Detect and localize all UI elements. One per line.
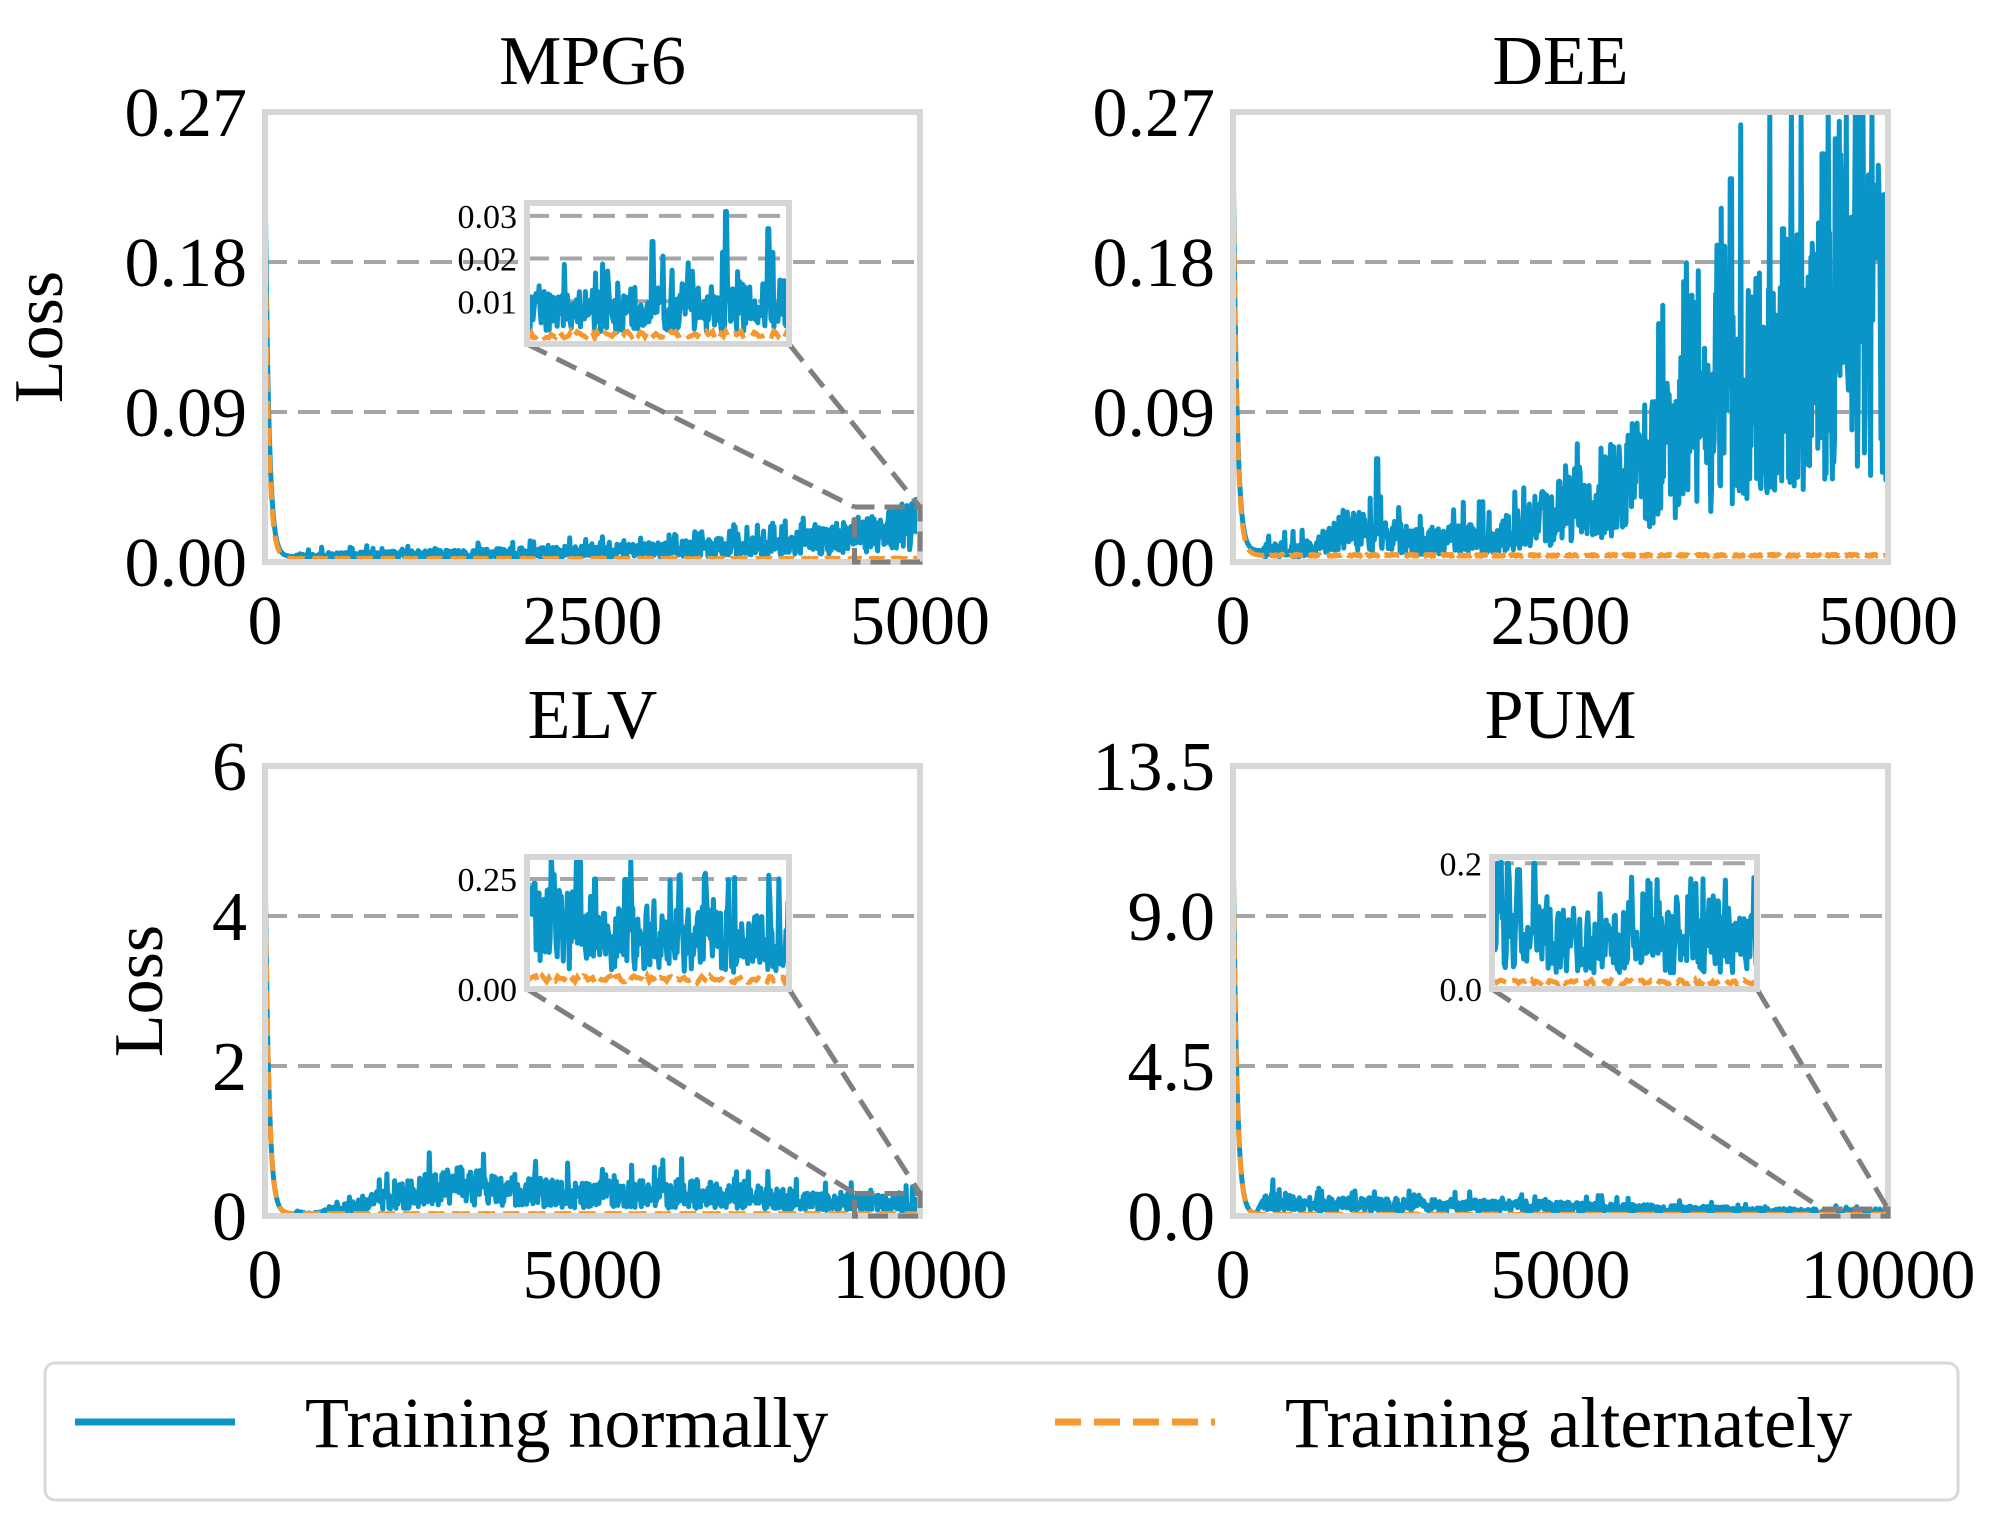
y-tick-label: 13.5	[1093, 729, 1216, 806]
zoom-connector-line	[1754, 987, 1891, 1211]
legend-normal-label: Training normally	[305, 1383, 828, 1463]
inset-plot-area	[1492, 859, 1757, 989]
inset-series-normal-line	[527, 857, 789, 975]
x-tick-label: 5000	[850, 583, 990, 660]
y-tick-label: 6	[212, 729, 247, 806]
zoom-connector-line	[525, 986, 856, 1196]
inset-y-tick-label: 0.25	[458, 862, 518, 899]
inset-y-tick-label: 0.03	[458, 199, 518, 236]
plot-area	[1233, 111, 1888, 560]
legend-frame	[43, 1361, 1960, 1502]
inset-series-alternate-line	[1492, 974, 1757, 989]
zoom-region-box	[1820, 1206, 1891, 1219]
y-tick-label: 0.27	[125, 75, 248, 152]
x-tick-label: 10000	[833, 1237, 1008, 1314]
y-axis-label: Loss	[101, 925, 178, 1057]
y-tick-label: 9.0	[1128, 879, 1216, 956]
legend: Training normally Training alternately	[43, 1361, 1960, 1502]
y-tick-label: 0.00	[125, 525, 248, 602]
chart-title: PUM	[1485, 677, 1637, 754]
y-axis-label: Loss	[1, 271, 78, 403]
x-tick-label: 2500	[523, 583, 663, 660]
y-tick-label: 4	[212, 879, 247, 956]
series-normal-line	[1233, 822, 1888, 1216]
y-tick-label: 2	[212, 1029, 247, 1106]
series-normal-line	[265, 161, 920, 562]
inset-y-tick-label: 0.2	[1440, 846, 1483, 883]
y-tick-label: 0.00	[1093, 525, 1216, 602]
zoom-connector-line	[786, 987, 923, 1195]
y-tick-label: 0	[212, 1179, 247, 1256]
y-tick-label: 0.18	[125, 225, 248, 302]
chart-title: DEE	[1492, 23, 1628, 100]
series-normal-line	[265, 848, 920, 1216]
x-tick-label: 5000	[523, 1237, 663, 1314]
chart-title: ELV	[528, 677, 658, 754]
inset-frame	[524, 200, 792, 347]
x-tick-label: 0	[1216, 1237, 1251, 1314]
plot-frame	[1230, 109, 1891, 565]
inset-y-tick-label: 0.0	[1440, 972, 1483, 1009]
y-tick-label: 0.09	[1093, 375, 1216, 452]
zoom-region-box	[852, 1191, 923, 1219]
zoom-connector-line	[1490, 986, 1824, 1212]
x-tick-label: 0	[248, 583, 283, 660]
inset-plot-area	[527, 857, 789, 989]
x-tick-label: 10000	[1801, 1237, 1976, 1314]
inset-y-tick-label: 0.01	[458, 284, 518, 321]
inset-series-alternate-line	[527, 325, 789, 344]
y-tick-label: 0.18	[1093, 225, 1216, 302]
series-normal-line	[1233, 111, 1888, 560]
inset-y-tick-label: 0.02	[458, 242, 518, 279]
x-tick-label: 2500	[1491, 583, 1631, 660]
x-tick-label: 0	[1216, 583, 1251, 660]
zoom-connector-line	[525, 341, 856, 510]
inset-series-normal-line	[1492, 859, 1757, 976]
inset-zoom: 0.0 0.2	[1440, 846, 1891, 1219]
plot-frame	[262, 763, 923, 1219]
x-tick-label: 0	[248, 1237, 283, 1314]
inset-plot-area	[527, 209, 789, 344]
x-tick-label: 5000	[1818, 583, 1958, 660]
inset-series-normal-line	[527, 209, 789, 336]
plot-frame	[262, 109, 923, 565]
inset-series-alternate-line	[527, 969, 789, 989]
chart-title: MPG6	[499, 23, 686, 100]
y-tick-label: 0.09	[125, 375, 248, 452]
y-tick-label: 4.5	[1128, 1029, 1216, 1106]
x-tick-label: 5000	[1491, 1237, 1631, 1314]
plot-frame	[1230, 763, 1891, 1219]
legend-alternate-label: Training alternately	[1285, 1383, 1852, 1463]
panel-dee: DEE 0.00 0.09 0.18 0.27 0 2500 5000	[1093, 23, 1959, 660]
inset-zoom: 0.01 0.02 0.03	[458, 199, 923, 565]
inset-zoom: 0.00 0.25	[458, 854, 923, 1219]
panel-pum: PUM 0.0 4.5 9.0 13.5 0 5000 10000 0.0 0.2	[1093, 677, 1976, 1314]
series-alternate-line	[1233, 145, 1888, 559]
panel-elv: ELV 0 2 4 6 0 5000 10000 Loss 0.00 0.25	[101, 677, 1008, 1314]
y-tick-label: 0.27	[1093, 75, 1216, 152]
inset-y-tick-label: 0.00	[458, 972, 518, 1009]
inset-frame	[1489, 854, 1760, 992]
zoom-region-box	[852, 504, 923, 565]
inset-frame	[524, 854, 792, 992]
y-tick-label: 0.0	[1128, 1179, 1216, 1256]
zoom-connector-line	[787, 342, 922, 509]
